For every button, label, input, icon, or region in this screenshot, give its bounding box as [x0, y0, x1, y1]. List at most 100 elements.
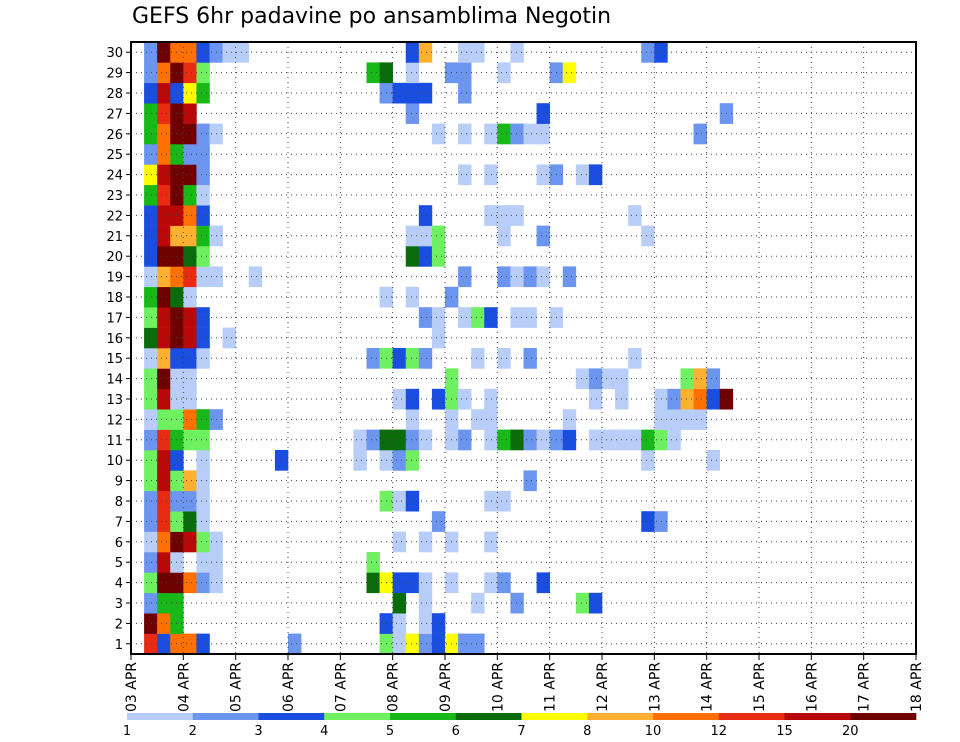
heatmap-cell: [405, 286, 420, 308]
heatmap-cell: [405, 246, 420, 267]
colorbar-swatch: [784, 713, 851, 720]
heatmap-cell: [157, 184, 171, 206]
heatmap-cell: [392, 82, 407, 104]
heatmap-cell: [144, 225, 158, 247]
heatmap-cell: [196, 164, 210, 186]
heatmap-cell: [196, 348, 210, 369]
heatmap-cell: [183, 470, 197, 492]
heatmap-cell: [183, 225, 197, 247]
heatmap-cell: [536, 123, 550, 145]
heatmap-cell: [196, 123, 210, 145]
heatmap-cell: [431, 327, 446, 349]
colorbar-swatch: [587, 713, 654, 720]
heatmap-cell: [418, 572, 433, 594]
heatmap-cell: [418, 225, 433, 247]
heatmap-cell: [706, 388, 721, 410]
x-tick-label: 03 APR: [124, 662, 140, 712]
heatmap-cell: [144, 266, 158, 288]
heatmap-cell: [144, 572, 158, 594]
heatmap-cell: [144, 42, 158, 63]
heatmap-cell: [418, 531, 433, 553]
x-tick-label: 13 APR: [647, 662, 663, 712]
x-tick-label: 14 APR: [700, 662, 716, 712]
y-tick-label: 7: [115, 515, 123, 530]
heatmap-cell: [157, 164, 171, 186]
heatmap-cell: [405, 225, 420, 247]
heatmap-cell: [196, 511, 210, 532]
heatmap-cell: [144, 368, 158, 390]
x-tick-label: 15 APR: [752, 662, 768, 712]
heatmap-cell: [157, 103, 171, 124]
heatmap-cell: [183, 633, 197, 655]
heatmap-cell: [431, 123, 446, 145]
heatmap-cell: [144, 429, 158, 451]
heatmap-cell: [157, 205, 171, 226]
heatmap-cells: [144, 42, 734, 655]
y-tick-label: 15: [106, 352, 123, 367]
heatmap-cell: [484, 205, 498, 226]
heatmap-cell: [366, 429, 380, 451]
heatmap-cell: [144, 613, 158, 634]
heatmap-cell: [693, 123, 707, 145]
y-tick-label: 26: [106, 128, 123, 143]
heatmap-cell: [183, 307, 197, 328]
heatmap-cell: [183, 82, 197, 104]
heatmap-cell: [392, 613, 407, 634]
heatmap-cell: [222, 327, 236, 349]
heatmap-cell: [196, 144, 210, 165]
heatmap-cell: [157, 82, 171, 104]
heatmap-cell: [562, 62, 577, 84]
heatmap-cell: [366, 348, 380, 369]
heatmap-cell: [588, 429, 603, 451]
heatmap-cell: [183, 205, 197, 226]
colorbar-label: 5: [386, 724, 394, 739]
heatmap-cell: [458, 164, 472, 186]
heatmap-cell: [418, 348, 433, 369]
heatmap-cell: [157, 62, 171, 84]
heatmap-cell: [484, 429, 498, 451]
heatmap-cell: [431, 613, 446, 634]
heatmap-cell: [510, 429, 524, 451]
heatmap-cell: [484, 307, 498, 328]
y-tick-label: 28: [106, 87, 123, 102]
heatmap-cell: [196, 531, 210, 553]
y-tick-label: 5: [115, 556, 123, 571]
heatmap-cell: [157, 266, 171, 288]
heatmap-cell: [510, 123, 524, 145]
colorbar-label: 3: [254, 724, 262, 739]
heatmap-cell: [392, 633, 407, 655]
heatmap-cell: [144, 633, 158, 655]
heatmap-cell: [418, 613, 433, 634]
heatmap-cell: [157, 450, 171, 471]
heatmap-cell: [458, 266, 472, 288]
colorbar-label: 12: [710, 724, 727, 739]
heatmap-cell: [418, 307, 433, 328]
heatmap-cell: [392, 450, 407, 471]
heatmap-cell: [536, 164, 550, 186]
heatmap-cell: [392, 531, 407, 553]
heatmap-cell: [536, 429, 550, 451]
heatmap-cell: [458, 82, 472, 104]
heatmap-cell: [392, 348, 407, 369]
heatmap-cell: [235, 42, 250, 63]
heatmap-cell: [183, 144, 197, 165]
heatmap-cell: [144, 144, 158, 165]
plot-frame: [130, 41, 917, 655]
heatmap-cell: [144, 531, 158, 553]
heatmap-cell: [510, 42, 524, 63]
colorbar-swatch: [390, 713, 457, 720]
heatmap-cell: [196, 307, 210, 328]
heatmap-cell: [157, 490, 171, 512]
heatmap-cell: [157, 246, 171, 267]
heatmap-cell: [418, 205, 433, 226]
x-tick-label: 12 APR: [595, 662, 611, 712]
heatmap-cell: [183, 531, 197, 553]
heatmap-cell: [144, 327, 158, 349]
heatmap-cell: [196, 82, 210, 104]
heatmap-cell: [157, 409, 171, 430]
heatmap-cell: [405, 633, 420, 655]
x-axis-ticks: 03 APR 04 APR 05 APR 06 APR 07 APR 08 APR 09 A…: [124, 654, 925, 712]
heatmap-cell: [497, 225, 511, 247]
colorbar-swatch: [127, 713, 194, 720]
heatmap-cell: [144, 286, 158, 308]
